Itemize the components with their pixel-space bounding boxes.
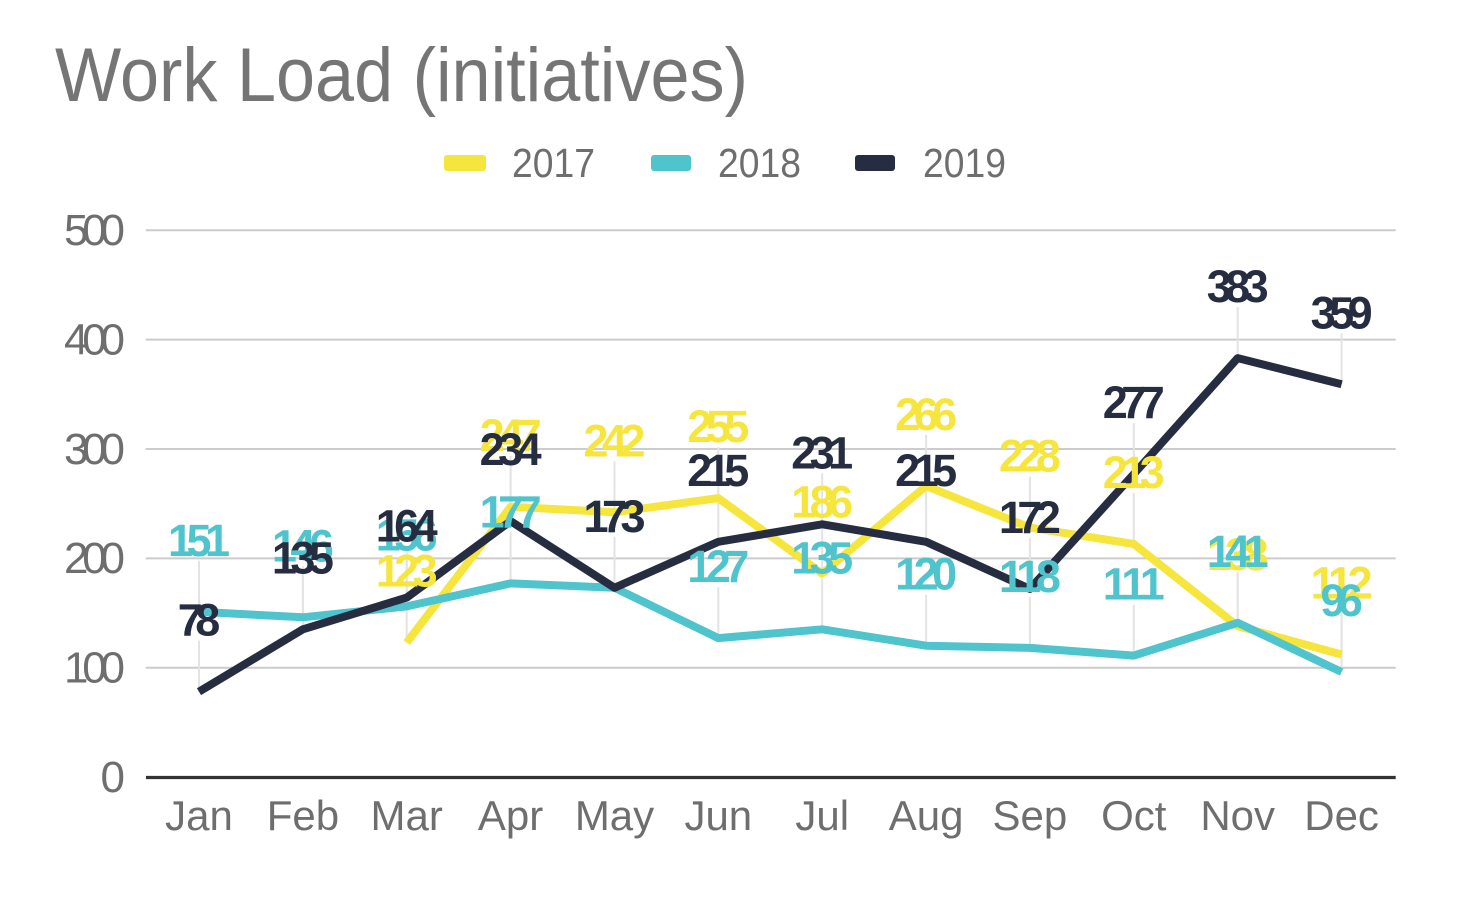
svg-text:164: 164	[376, 501, 438, 552]
svg-text:156: 156	[376, 509, 438, 560]
svg-text:141: 141	[1207, 526, 1269, 577]
svg-text:120: 120	[895, 549, 957, 600]
svg-text:112: 112	[1311, 558, 1373, 609]
svg-text:231: 231	[791, 427, 853, 478]
svg-text:Oct: Oct	[1101, 792, 1167, 839]
svg-text:123: 123	[376, 546, 438, 597]
svg-text:2018: 2018	[718, 140, 801, 186]
svg-text:2019: 2019	[923, 140, 1006, 186]
svg-text:173: 173	[584, 491, 646, 542]
svg-text:2017: 2017	[512, 140, 595, 186]
svg-text:Mar: Mar	[371, 792, 443, 839]
svg-text:200: 200	[64, 534, 125, 583]
svg-text:Sep: Sep	[993, 792, 1068, 839]
svg-text:242: 242	[584, 415, 646, 466]
svg-text:135: 135	[791, 532, 853, 583]
svg-text:228: 228	[999, 431, 1061, 482]
svg-text:Jun: Jun	[684, 792, 752, 839]
svg-text:247: 247	[480, 410, 542, 461]
svg-text:111: 111	[1103, 559, 1165, 610]
svg-text:266: 266	[895, 389, 957, 440]
svg-text:100: 100	[64, 644, 125, 693]
svg-text:May: May	[575, 792, 654, 839]
svg-text:215: 215	[687, 445, 749, 496]
svg-text:146: 146	[272, 520, 334, 571]
svg-text:277: 277	[1103, 377, 1165, 428]
svg-text:300: 300	[64, 425, 125, 474]
svg-text:Nov: Nov	[1200, 792, 1275, 839]
svg-text:186: 186	[791, 477, 853, 528]
svg-text:151: 151	[168, 515, 230, 566]
svg-text:Feb: Feb	[267, 792, 339, 839]
svg-text:215: 215	[895, 445, 957, 496]
svg-text:213: 213	[1103, 447, 1165, 498]
svg-text:127: 127	[687, 541, 749, 592]
svg-text:500: 500	[64, 206, 125, 255]
svg-text:173: 173	[584, 491, 646, 542]
svg-text:383: 383	[1207, 261, 1269, 312]
svg-text:177: 177	[480, 486, 542, 537]
svg-text:Work Load (initiatives): Work Load (initiatives)	[55, 33, 748, 118]
svg-text:359: 359	[1311, 287, 1373, 338]
svg-text:118: 118	[999, 551, 1061, 602]
svg-text:96: 96	[1320, 575, 1363, 626]
svg-text:78: 78	[178, 595, 221, 646]
svg-text:234: 234	[480, 424, 542, 475]
svg-text:172: 172	[999, 492, 1061, 543]
svg-text:138: 138	[1207, 529, 1269, 580]
svg-text:Jan: Jan	[165, 792, 233, 839]
svg-text:400: 400	[64, 315, 125, 364]
svg-text:255: 255	[687, 401, 749, 452]
svg-text:0: 0	[101, 753, 125, 802]
svg-text:Jul: Jul	[795, 792, 849, 839]
svg-text:135: 135	[272, 532, 334, 583]
svg-text:Dec: Dec	[1304, 792, 1379, 839]
svg-text:Aug: Aug	[889, 792, 964, 839]
svg-text:Apr: Apr	[478, 792, 543, 839]
